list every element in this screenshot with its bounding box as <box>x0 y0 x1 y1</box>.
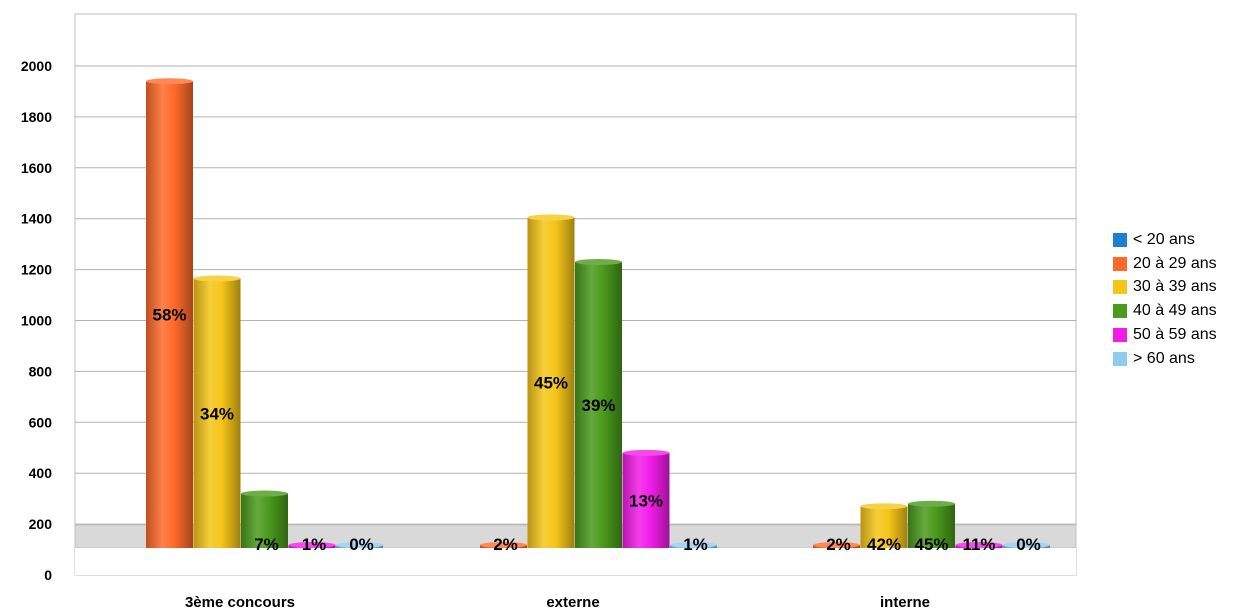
bar <box>241 493 288 548</box>
legend-item: < 20 ans <box>1113 228 1217 252</box>
legend-swatch <box>1113 256 1127 271</box>
bar-cap <box>813 542 860 548</box>
y-tick-label: 800 <box>29 363 53 379</box>
y-tick-label: 0 <box>44 567 52 583</box>
bar <box>622 452 670 548</box>
legend-swatch <box>1113 328 1127 343</box>
data-label: 0% <box>349 535 374 554</box>
bar <box>575 261 622 548</box>
bar-cap <box>955 542 1003 548</box>
x-category-label: externe <box>546 594 599 611</box>
x-axis-categories: 3ème concours externe interne <box>185 594 930 611</box>
legend-label: 50 à 59 ans <box>1133 326 1217 344</box>
data-label: 13% <box>629 491 663 510</box>
legend-item: 30 à 39 ans <box>1113 276 1217 300</box>
data-label: 1% <box>302 535 327 554</box>
y-tick-label: 1800 <box>21 109 52 125</box>
legend-item: 40 à 49 ans <box>1113 299 1217 323</box>
legend-item: 20 à 29 ans <box>1113 252 1217 276</box>
data-label: 45% <box>534 374 568 393</box>
legend-label: > 60 ans <box>1133 349 1195 367</box>
legend-label: < 20 ans <box>1133 230 1195 248</box>
floor-front <box>75 548 1076 575</box>
bar <box>860 506 908 548</box>
bar-cap <box>527 214 575 221</box>
bar-cap <box>241 490 288 497</box>
legend-label: 20 à 29 ans <box>1133 254 1217 272</box>
y-tick-label: 1600 <box>21 160 52 176</box>
data-label: 2% <box>493 535 518 554</box>
y-tick-label: 2000 <box>21 58 52 74</box>
data-label: 0% <box>1016 535 1041 554</box>
legend-swatch <box>1113 280 1127 295</box>
bar-cap <box>288 542 336 548</box>
y-tick-label: 600 <box>29 414 53 430</box>
bar-cap <box>860 503 908 510</box>
y-tick-label: 200 <box>29 516 53 532</box>
data-label: 45% <box>914 535 948 554</box>
bar <box>146 81 193 549</box>
data-label: 42% <box>867 535 901 554</box>
bar <box>908 503 955 548</box>
data-label: 39% <box>581 396 615 415</box>
bar <box>527 217 575 549</box>
bar-cap <box>1003 542 1050 548</box>
legend-swatch <box>1113 232 1127 247</box>
data-label: 1% <box>683 535 708 554</box>
data-label: 2% <box>826 535 851 554</box>
bar-cap <box>908 500 955 507</box>
legend-item: > 60 ans <box>1113 347 1217 371</box>
y-axis-ticks: 0 200 400 600 800 1000 1200 1400 1600 1800 2000 <box>21 58 52 583</box>
bar-cap <box>622 449 670 456</box>
data-label: 7% <box>254 535 279 554</box>
legend-label: 40 à 49 ans <box>1133 302 1217 320</box>
x-category-label: 3ème concours <box>185 594 295 611</box>
y-tick-label: 1400 <box>21 211 52 227</box>
data-label: 58% <box>152 306 186 325</box>
legend-swatch <box>1113 304 1127 319</box>
bar-cap <box>336 542 383 548</box>
x-category-label: interne <box>880 594 930 611</box>
bar-cap <box>193 275 241 282</box>
y-tick-label: 400 <box>29 465 53 481</box>
legend-swatch <box>1113 351 1127 366</box>
data-labels: 58% 34% 7% 1% 0% 2% 45% 39% 13% 1% 2% 42% 45% 11% 0% <box>152 306 1040 554</box>
bar-cap <box>670 542 717 548</box>
legend: < 20 ans 20 à 29 ans 30 à 39 ans 40 à 49 an… <box>1113 228 1217 371</box>
bar <box>193 278 241 548</box>
legend-item: 50 à 59 ans <box>1113 323 1217 347</box>
bar-cap <box>146 78 193 85</box>
y-tick-label: 1200 <box>21 262 52 278</box>
bar-cap <box>575 258 622 265</box>
bar-cap <box>480 542 527 548</box>
data-label: 34% <box>200 404 234 423</box>
data-label: 11% <box>962 535 995 554</box>
y-tick-label: 1000 <box>21 313 52 329</box>
bars <box>146 78 1050 549</box>
legend-label: 30 à 39 ans <box>1133 278 1217 296</box>
